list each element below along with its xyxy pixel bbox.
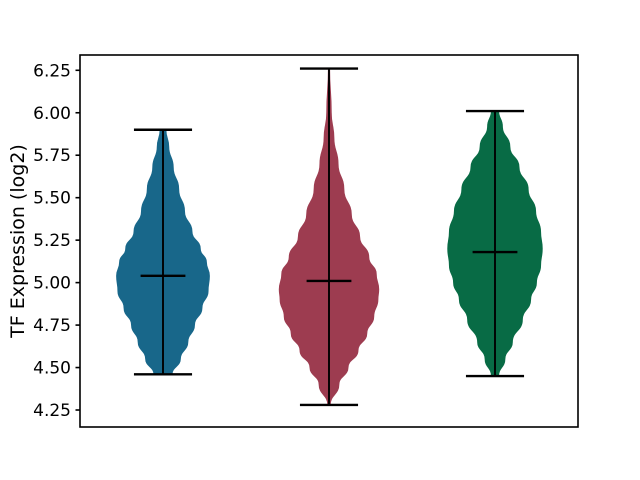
y-tick-label: 4.25 [33, 401, 71, 421]
violin-2-group [278, 67, 380, 407]
y-tick-label: 5.25 [33, 231, 71, 251]
y-tick-label: 6.25 [33, 61, 71, 81]
y-tick-label: 4.75 [33, 316, 71, 336]
violin-1-group [116, 128, 210, 376]
y-tick-label: 4.50 [33, 359, 71, 379]
y-tick-label: 5.75 [33, 146, 71, 166]
violin-3-group [447, 109, 543, 378]
y-axis-ticks: 4.25 4.50 4.75 5.00 5.25 5.50 5.75 6.00 6.25 [33, 61, 80, 421]
axes-spines [79, 54, 579, 428]
y-tick-label: 6.00 [33, 104, 71, 124]
y-axis-title: TF Expression (log2) [7, 144, 29, 339]
y-tick-label: 5.50 [33, 189, 71, 209]
y-tick-label: 5.00 [33, 274, 71, 294]
